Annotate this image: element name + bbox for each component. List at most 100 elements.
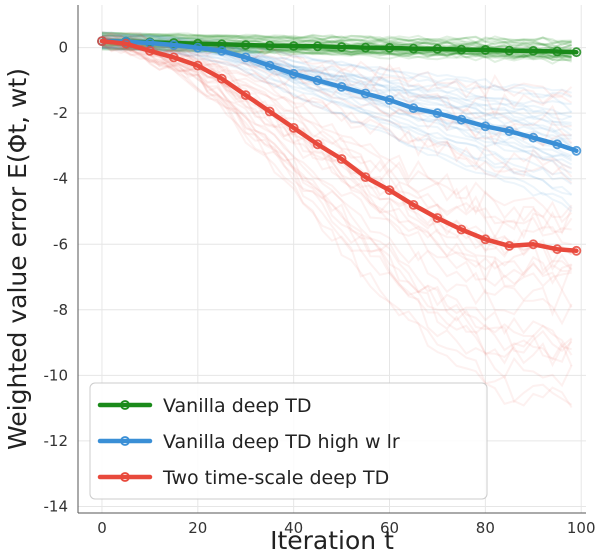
y-tick-label: -12 xyxy=(44,432,69,450)
y-tick-label: -8 xyxy=(53,301,68,319)
series-point xyxy=(288,123,299,133)
trial-line xyxy=(101,30,572,147)
trial-line xyxy=(101,45,573,114)
trial-line xyxy=(101,45,572,251)
trial-line xyxy=(101,31,572,42)
trial-line xyxy=(101,35,572,240)
x-tick-label: 20 xyxy=(188,519,207,537)
series-point xyxy=(360,88,371,99)
y-tick-label: -14 xyxy=(44,497,69,515)
trial-line xyxy=(101,34,572,51)
trial-line xyxy=(101,46,573,213)
y-tick-label: -2 xyxy=(53,104,68,122)
y-tick-label: -4 xyxy=(53,170,68,188)
series-point xyxy=(408,103,419,114)
x-tick-label: 40 xyxy=(284,519,303,537)
series-point xyxy=(216,46,227,56)
series-point xyxy=(240,40,251,50)
trial-line xyxy=(101,41,573,354)
series-lines xyxy=(97,36,582,256)
series-point xyxy=(432,213,443,223)
trial-line xyxy=(101,38,572,128)
axes: 0 20 40 60 80 100 0 -2 -4 -6 -8 -10 -12 -14 Iteration … xyxy=(3,5,596,555)
trial-line xyxy=(101,38,573,388)
series-point xyxy=(571,47,582,58)
legend-box xyxy=(89,382,488,500)
series-point xyxy=(240,90,251,100)
y-axis-label: Weighted value error E(Φt, wt) xyxy=(3,68,32,450)
x-tick-label: 100 xyxy=(567,519,596,537)
series-point xyxy=(504,126,515,137)
series-point xyxy=(312,75,323,86)
series-point xyxy=(432,44,443,54)
y-tick-label: -10 xyxy=(44,366,69,384)
trial-line xyxy=(101,33,572,51)
series-point xyxy=(360,42,371,53)
series-point xyxy=(528,239,539,250)
trial-line xyxy=(101,41,573,406)
series-line-2 xyxy=(99,38,579,254)
trial-line xyxy=(101,40,573,178)
trial-line xyxy=(101,47,572,62)
trial-line xyxy=(101,33,572,105)
trial-line xyxy=(101,41,573,363)
series-line-1 xyxy=(99,38,579,154)
trial-line xyxy=(101,46,573,182)
trial-line xyxy=(101,37,573,356)
trial-line xyxy=(101,45,572,65)
series-point xyxy=(432,108,443,119)
x-tick-label: 0 xyxy=(97,519,107,537)
trial-line xyxy=(101,31,572,50)
y-tick-label: -6 xyxy=(53,235,68,253)
series-point xyxy=(504,240,515,251)
series-point xyxy=(144,46,155,56)
legend-label: Vanilla deep TD xyxy=(163,395,312,417)
series-point xyxy=(121,38,131,49)
series-point xyxy=(571,245,582,256)
series-point xyxy=(264,60,275,71)
legend: Vanilla deep TD Vanilla deep TD high w lr… xyxy=(89,382,488,500)
series-point xyxy=(456,114,467,125)
series-point xyxy=(384,185,395,196)
series-point xyxy=(312,139,323,150)
trial-line xyxy=(101,43,573,367)
trial-line xyxy=(101,31,573,224)
series-point xyxy=(456,44,467,55)
series-point xyxy=(336,154,347,164)
series-point xyxy=(408,43,419,54)
series-point xyxy=(552,244,563,255)
series-point xyxy=(336,42,347,52)
series-point xyxy=(97,36,107,46)
series-point xyxy=(408,199,419,210)
trial-line xyxy=(101,47,572,60)
trial-line xyxy=(101,31,572,46)
trial-line xyxy=(101,34,572,46)
trial-line xyxy=(101,39,572,288)
trial-line xyxy=(101,40,573,326)
series-point xyxy=(384,95,395,105)
x-tick-label: 60 xyxy=(380,519,399,537)
trial-line xyxy=(101,34,573,272)
series-point xyxy=(552,46,563,57)
series-point xyxy=(456,224,467,235)
trial-line xyxy=(101,37,572,50)
legend-label: Vanilla deep TD high w lr xyxy=(163,431,400,453)
x-tick-label: 80 xyxy=(476,519,495,537)
series-point xyxy=(552,139,563,150)
series-point xyxy=(192,42,203,53)
series-point xyxy=(216,73,227,84)
trial-line xyxy=(101,40,573,409)
series-point xyxy=(288,68,299,79)
series-point xyxy=(192,60,203,71)
series-point xyxy=(168,52,179,63)
trial-line xyxy=(101,34,572,140)
series-point xyxy=(480,45,491,55)
x-axis-label: Iteration t xyxy=(270,526,394,555)
series-point xyxy=(480,121,491,132)
trial-line xyxy=(101,36,572,52)
series-point xyxy=(168,40,179,50)
series-point xyxy=(528,46,539,56)
series-point xyxy=(264,106,275,117)
series-point xyxy=(312,41,323,52)
